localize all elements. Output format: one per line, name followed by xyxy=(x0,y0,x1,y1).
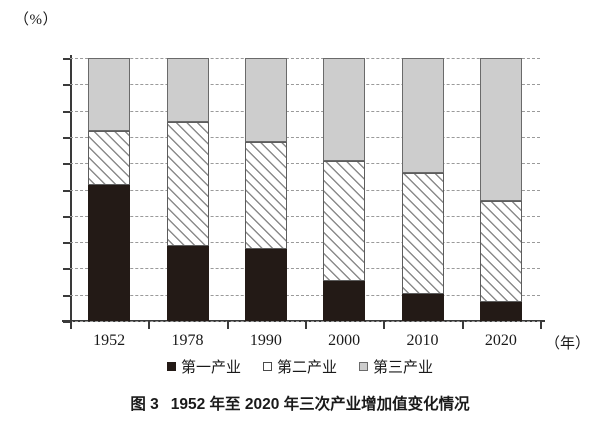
y-tick-mark xyxy=(63,321,70,323)
bar-segment-tertiary[interactable] xyxy=(479,58,522,202)
x-axis-unit-label: （年） xyxy=(545,335,591,352)
plot-area: 0.010.020.030.040.050.060.070.080.090.01… xyxy=(63,58,542,349)
y-tick-mark xyxy=(63,242,70,245)
bar-2000[interactable] xyxy=(323,58,366,321)
figure-caption: 图 3 1952 年至 2020 年三次产业增加值变化情况 xyxy=(0,392,600,414)
bar-segment-tertiary[interactable] xyxy=(244,58,287,142)
legend-swatch-primary-icon xyxy=(166,362,176,371)
bar-2020[interactable] xyxy=(479,58,522,321)
y-tick-mark xyxy=(63,268,70,271)
legend-item-secondary[interactable]: 第二产业 xyxy=(262,356,337,377)
gridline-y xyxy=(70,84,540,86)
x-tick-label: 1952 xyxy=(93,332,126,349)
bar-segment-tertiary[interactable] xyxy=(166,58,209,122)
bar-segment-primary[interactable] xyxy=(88,185,131,321)
gridline-y xyxy=(70,242,540,244)
legend-label-tertiary: 第三产业 xyxy=(373,359,434,376)
bar-1990[interactable] xyxy=(244,58,287,321)
legend-label-primary: 第一产业 xyxy=(180,359,241,376)
x-tick-label: 2020 xyxy=(484,332,517,349)
bar-segment-secondary[interactable] xyxy=(401,172,444,294)
bar-segment-tertiary[interactable] xyxy=(401,58,444,173)
bar-segment-secondary[interactable] xyxy=(88,131,131,186)
gridline-y xyxy=(70,268,540,270)
x-tick-label: 1990 xyxy=(249,332,282,349)
legend-item-tertiary[interactable]: 第三产业 xyxy=(359,356,433,377)
bar-segment-secondary[interactable] xyxy=(244,141,287,249)
legend-item-primary[interactable]: 第一产业 xyxy=(166,356,241,377)
y-tick-mark xyxy=(63,110,70,113)
caption-number: 图 3 xyxy=(130,396,159,413)
gridline-y xyxy=(70,294,540,296)
gridline-y xyxy=(70,189,540,191)
gridline-y xyxy=(70,215,540,217)
legend-swatch-secondary-icon xyxy=(262,362,272,371)
bar-segment-secondary[interactable] xyxy=(479,201,522,303)
y-tick-mark xyxy=(63,84,70,87)
bar-segment-secondary[interactable] xyxy=(323,161,366,282)
x-tick-mark xyxy=(383,321,386,329)
y-tick-mark xyxy=(63,294,70,297)
y-tick-mark xyxy=(63,163,70,166)
bar-1978[interactable] xyxy=(166,58,209,321)
x-tick-label: 2010 xyxy=(406,332,439,349)
bar-segment-primary[interactable] xyxy=(401,293,444,321)
x-tick-mark xyxy=(461,321,464,329)
chart-legend: 第一产业 第二产业 第三产业 xyxy=(0,356,600,377)
x-tick-label: 2000 xyxy=(328,332,361,349)
legend-swatch-tertiary-icon xyxy=(359,362,368,371)
y-axis-unit-label: （%） xyxy=(14,12,58,28)
gridline-y xyxy=(70,110,540,112)
bar-segment-tertiary[interactable] xyxy=(88,58,131,132)
bar-1952[interactable] xyxy=(88,58,131,321)
x-tick-label: 1978 xyxy=(171,332,204,349)
bar-segment-primary[interactable] xyxy=(479,302,522,321)
legend-label-secondary: 第二产业 xyxy=(276,359,337,376)
bar-2010[interactable] xyxy=(401,58,444,321)
bar-segment-primary[interactable] xyxy=(323,281,366,321)
y-tick-mark xyxy=(63,189,70,192)
bar-segment-primary[interactable] xyxy=(166,246,209,321)
x-tick-mark xyxy=(148,321,151,329)
x-tick-mark xyxy=(70,321,72,329)
gridline-y xyxy=(70,163,540,165)
x-tick-mark xyxy=(305,321,307,329)
bar-segment-secondary[interactable] xyxy=(166,121,209,247)
bar-segment-tertiary[interactable] xyxy=(323,58,366,162)
x-tick-mark xyxy=(540,321,542,329)
y-tick-mark xyxy=(63,215,70,218)
bar-segment-primary[interactable] xyxy=(244,248,287,321)
caption-text: 1952 年至 2020 年三次产业增加值变化情况 xyxy=(170,396,470,413)
y-tick-mark xyxy=(63,136,70,139)
y-tick-mark xyxy=(63,58,70,60)
gridline-y xyxy=(70,136,540,138)
x-tick-mark xyxy=(226,321,229,329)
gridline-y xyxy=(70,58,540,59)
